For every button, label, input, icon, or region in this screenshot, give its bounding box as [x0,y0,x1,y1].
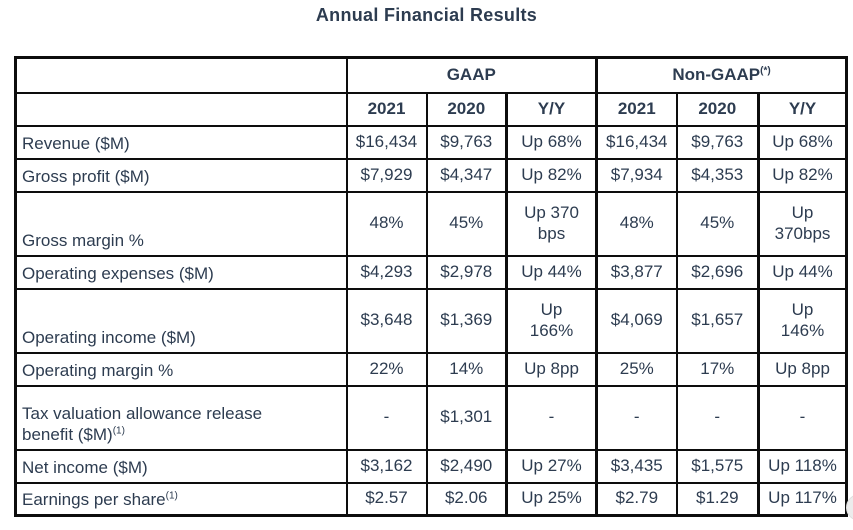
data-cell: $1,369 [425,287,508,354]
column-header-2021-1: 2021 [345,91,428,127]
column-header-2020-5: 2020 [675,91,760,127]
data-cell: Up 68% [757,124,848,160]
financial-results-table: GAAP Non-GAAP(*) 2021 2020 Y/Y 2021 2020 Y/Y Re… [14,56,849,517]
table-row: Gross profit ($M) $7,929 $4,347 Up 82% $7,93… [14,157,848,193]
table-row: Gross margin % 48% 45% Up 370 bps 48% 45% Up 3… [14,190,848,257]
table-row: Operating income ($M) $3,648 $1,369 Up 166%… [14,287,848,354]
table-row: Net income ($M) $3,162 $2,490 Up 27% $3,435 $… [14,448,848,484]
data-cell: $9,763 [675,124,760,160]
data-cell: 45% [425,190,508,257]
data-cell: $3,435 [595,448,678,484]
data-cell: - [675,384,760,451]
data-cell: $7,934 [595,157,678,193]
column-header-2020-2: 2020 [425,91,508,127]
data-cell: 48% [345,190,428,257]
data-cell: Up 117% [757,481,848,517]
column-header-row: 2021 2020 Y/Y 2021 2020 Y/Y [14,91,848,127]
data-cell: Up 370 bps [504,190,598,257]
data-cell: - [504,384,598,451]
page-title: Annual Financial Results [315,5,538,25]
data-cell: $1.29 [675,481,760,517]
data-cell: 14% [425,351,508,387]
table-row: Revenue ($M) $16,434 $9,763 Up 68% $16,434 $9… [14,124,848,160]
data-cell: $2,978 [425,254,508,290]
data-cell: Up 68% [504,124,598,160]
data-cell: Up 146% [757,287,848,354]
table-row: Tax valuation allowance release benefit … [14,384,848,451]
footnote-superscript: (1) [165,490,178,502]
row-label: Operating income ($M) [14,287,348,354]
data-cell: $4,069 [595,287,678,354]
data-cell: Up 118% [757,448,848,484]
column-header-2021-4: 2021 [595,91,678,127]
data-cell: $16,434 [345,124,428,160]
data-cell: 45% [675,190,760,257]
data-cell: $2.57 [345,481,428,517]
row-label: Earnings per share(1) [14,481,348,517]
data-cell: $3,877 [595,254,678,290]
data-cell: $4,353 [675,157,760,193]
data-cell: $9,763 [425,124,508,160]
row-label: Tax valuation allowance release benefit … [14,384,348,451]
data-cell: - [757,384,848,451]
column-header-y-y-3: Y/Y [504,91,598,127]
data-cell: $3,162 [345,448,428,484]
data-cell: 22% [345,351,428,387]
row-label: Gross margin % [14,190,348,257]
table-header: GAAP Non-GAAP(*) 2021 2020 Y/Y 2021 2020 Y/Y [14,56,848,127]
column-header-y-y-6: Y/Y [757,91,848,127]
group-header-non-gaap: Non-GAAP(*) [595,56,848,94]
data-cell: 17% [675,351,760,387]
footnote-superscript: (*) [760,65,771,77]
data-cell: Up 8pp [757,351,848,387]
data-cell: Up 166% [504,287,598,354]
data-cell: Up 44% [504,254,598,290]
data-cell: $1,657 [675,287,760,354]
data-cell: 48% [595,190,678,257]
footnote-superscript: (1) [112,425,125,437]
row-label: Net income ($M) [14,448,348,484]
row-label: Operating margin % [14,351,348,387]
data-cell: Up 8pp [504,351,598,387]
data-cell: $2,696 [675,254,760,290]
table-row: Operating margin % 22% 14% Up 8pp 25% 17% Up 8… [14,351,848,387]
row-label: Operating expenses ($M) [14,254,348,290]
row-label: Gross profit ($M) [14,157,348,193]
data-cell: Up 25% [504,481,598,517]
data-cell: $16,434 [595,124,678,160]
group-header-row: GAAP Non-GAAP(*) [14,56,848,94]
data-cell: $3,648 [345,287,428,354]
data-cell: $7,929 [345,157,428,193]
table-body: Revenue ($M) $16,434 $9,763 Up 68% $16,434 $9… [14,124,848,517]
data-cell: Up 82% [757,157,848,193]
data-cell: - [595,384,678,451]
data-cell: Up 370bps [757,190,848,257]
data-cell: Up 27% [504,448,598,484]
column-header-empty [14,91,348,127]
data-cell: $2,490 [425,448,508,484]
data-cell: Up 44% [757,254,848,290]
table-row: Operating expenses ($M) $4,293 $2,978 Up 44… [14,254,848,290]
data-cell: $2.06 [425,481,508,517]
row-label: Revenue ($M) [14,124,348,160]
data-cell: Up 82% [504,157,598,193]
data-cell: 25% [595,351,678,387]
data-cell: $2.79 [595,481,678,517]
data-cell: $4,347 [425,157,508,193]
data-cell: $1,301 [425,384,508,451]
data-cell: $1,575 [675,448,760,484]
data-cell: - [345,384,428,451]
group-header-empty [14,56,348,94]
group-header-gaap: GAAP [345,56,598,94]
data-cell: $4,293 [345,254,428,290]
table-row: Earnings per share(1) $2.57 $2.06 Up 25% $2.… [14,481,848,517]
